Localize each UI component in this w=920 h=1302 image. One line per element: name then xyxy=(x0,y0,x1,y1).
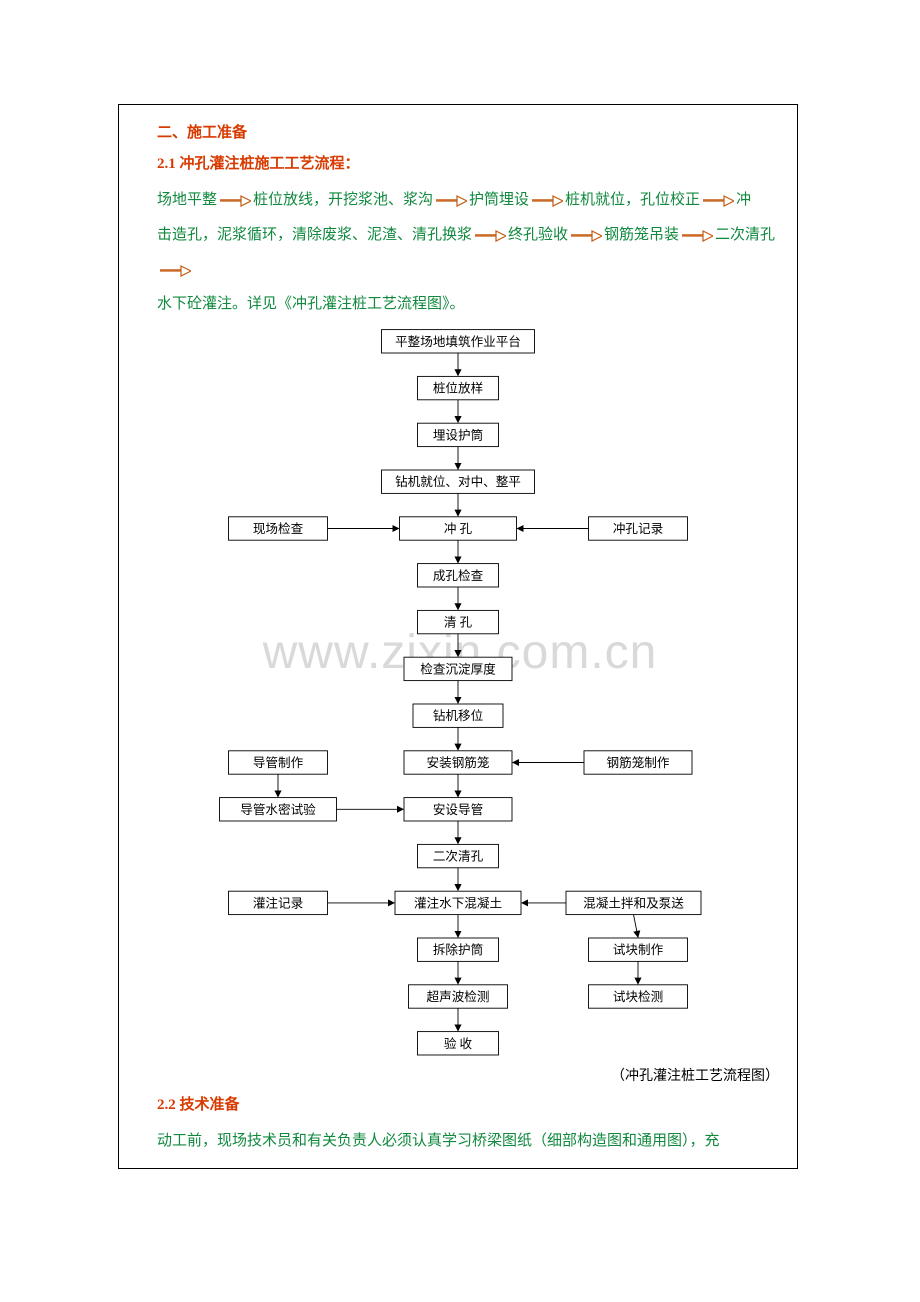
svg-text:钻机就位、对中、整平: 钻机就位、对中、整平 xyxy=(395,475,521,489)
flowchart-node: 导管水密试验 xyxy=(220,798,337,821)
flowchart-node: 成孔检查 xyxy=(418,564,499,587)
svg-text:验 收: 验 收 xyxy=(444,1036,473,1051)
section-title: 二、施工准备 xyxy=(157,121,783,142)
svg-text:成孔检查: 成孔检查 xyxy=(433,568,484,583)
flowchart-node: 灌注记录 xyxy=(229,891,328,914)
flowchart-caption: （冲孔灌注桩工艺流程图） xyxy=(133,1065,779,1085)
flowchart-node: 钢筋笼制作 xyxy=(584,751,692,774)
flowchart-node: 拆除护筒 xyxy=(418,938,499,961)
flowchart-node: 二次清孔 xyxy=(418,844,499,867)
flowchart-node: 现场检查 xyxy=(229,517,328,540)
page-content: 二、施工准备 2.1 冲孔灌注桩施工工艺流程： 场地平整 桩位放线，开挖浆池、浆… xyxy=(118,104,798,1169)
svg-text:现场检查: 现场检查 xyxy=(253,521,304,536)
paragraph-2-2: 动工前，现场技术员和有关负责人必须认真学习桥梁图纸（细部构造图和通用图），充 xyxy=(157,1124,783,1159)
svg-text:钻机移位: 钻机移位 xyxy=(433,709,483,723)
process-flow-text: 场地平整 桩位放线，开挖浆池、浆沟 护筒埋设 桩机就位，孔位校正 冲击造孔，泥浆… xyxy=(157,183,783,322)
svg-text:安设导管: 安设导管 xyxy=(433,803,483,817)
flowchart-node: 导管制作 xyxy=(229,751,328,774)
svg-text:桩位放样: 桩位放样 xyxy=(433,382,483,396)
svg-text:混凝土拌和及泵送: 混凝土拌和及泵送 xyxy=(583,895,684,910)
flowchart-node: 埋设护筒 xyxy=(418,423,499,446)
arrow-icon xyxy=(702,183,734,218)
flowchart-edge xyxy=(633,915,637,937)
flowchart-node: 安装钢筋笼 xyxy=(404,751,512,774)
arrow-icon xyxy=(474,218,506,253)
flowchart-node: 检查沉淀厚度 xyxy=(404,657,512,680)
flowchart-node: 混凝土拌和及泵送 xyxy=(566,891,701,914)
flowchart-node: 清 孔 xyxy=(418,610,499,633)
flowchart-node: 灌注水下混凝土 xyxy=(395,891,521,914)
svg-text:埋设护筒: 埋设护筒 xyxy=(433,427,483,442)
flowchart-node: 钻机就位、对中、整平 xyxy=(382,470,535,493)
flowchart-node: 试块检测 xyxy=(588,985,687,1008)
svg-text:二次清孔: 二次清孔 xyxy=(433,850,484,864)
subsection-2-2: 2.2 技术准备 xyxy=(157,1093,783,1114)
arrow-icon xyxy=(531,183,563,218)
flowchart-node: 试块制作 xyxy=(588,938,687,961)
svg-text:拆除护筒: 拆除护筒 xyxy=(433,942,483,957)
svg-text:导管制作: 导管制作 xyxy=(253,756,304,770)
svg-text:钢筋笼制作: 钢筋笼制作 xyxy=(607,755,670,770)
flowchart-node: 冲 孔 xyxy=(400,517,517,540)
svg-text:冲 孔: 冲 孔 xyxy=(444,522,473,536)
arrow-icon xyxy=(435,183,467,218)
flowchart-node: 安设导管 xyxy=(404,798,512,821)
process-flowchart: 平整场地填筑作业平台桩位放样埋设护筒钻机就位、对中、整平冲 孔成孔检查清 孔检查… xyxy=(188,326,728,1059)
svg-text:安装钢筋笼: 安装钢筋笼 xyxy=(427,755,490,770)
arrow-icon xyxy=(570,218,602,253)
svg-text:试块制作: 试块制作 xyxy=(613,943,664,957)
svg-text:清 孔: 清 孔 xyxy=(444,616,473,630)
flowchart-node: 超声波检测 xyxy=(409,985,508,1008)
svg-text:平整场地填筑作业平台: 平整场地填筑作业平台 xyxy=(395,334,521,349)
svg-text:试块检测: 试块检测 xyxy=(613,989,663,1004)
subsection-2-1: 2.1 冲孔灌注桩施工工艺流程： xyxy=(157,152,783,173)
svg-text:导管水密试验: 导管水密试验 xyxy=(240,802,316,817)
arrow-icon xyxy=(159,253,191,288)
svg-text:冲孔记录: 冲孔记录 xyxy=(613,522,663,536)
svg-text:检查沉淀厚度: 检查沉淀厚度 xyxy=(420,661,496,676)
svg-text:超声波检测: 超声波检测 xyxy=(427,989,490,1004)
flowchart-node: 冲孔记录 xyxy=(588,517,687,540)
flowchart-node: 桩位放样 xyxy=(418,376,499,399)
flowchart-node: 钻机移位 xyxy=(413,704,503,727)
arrow-icon xyxy=(681,218,713,253)
flowchart-node: 验 收 xyxy=(418,1032,499,1055)
flowchart-node: 平整场地填筑作业平台 xyxy=(382,330,535,353)
svg-text:灌注记录: 灌注记录 xyxy=(253,896,303,910)
svg-text:灌注水下混凝土: 灌注水下混凝土 xyxy=(414,895,502,910)
arrow-icon xyxy=(219,183,251,218)
